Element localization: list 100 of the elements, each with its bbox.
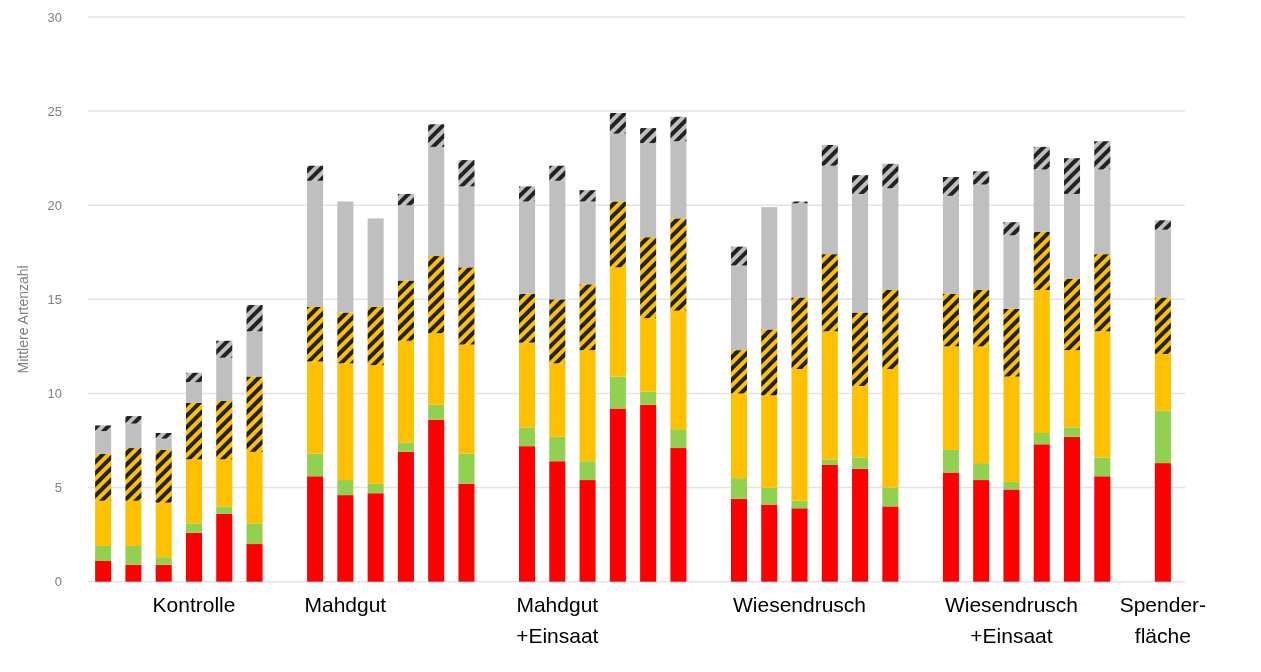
bar [730, 350, 747, 394]
bar [640, 318, 657, 392]
bar [155, 557, 172, 565]
bar [973, 480, 990, 582]
bar [397, 340, 414, 443]
bar [216, 506, 233, 514]
bar [1003, 376, 1020, 482]
bar [1154, 297, 1171, 354]
bar [609, 376, 626, 409]
bar [397, 193, 414, 206]
bar [821, 459, 838, 465]
bar [458, 344, 475, 454]
bar [307, 165, 324, 181]
bar [95, 545, 112, 561]
bar [1064, 350, 1081, 428]
bar [95, 500, 112, 546]
bar [1033, 444, 1050, 582]
bar [1094, 169, 1111, 255]
bar [852, 312, 869, 386]
bar [730, 246, 747, 266]
bar [1064, 436, 1081, 582]
x-tick-label: Spender- fläche [1119, 593, 1207, 647]
bar [216, 340, 233, 358]
bar [185, 382, 202, 403]
bar [640, 391, 657, 405]
bar [337, 480, 354, 496]
bar [549, 363, 566, 437]
bar [125, 500, 142, 546]
bar [670, 218, 687, 311]
bar [852, 193, 869, 313]
bar [852, 175, 869, 194]
bar [1094, 141, 1111, 170]
bar [185, 459, 202, 524]
bar [1033, 146, 1050, 170]
bar [761, 329, 778, 396]
bar [155, 564, 172, 582]
bar [670, 141, 687, 219]
bar [821, 165, 838, 255]
bar [155, 502, 172, 558]
bar [852, 457, 869, 469]
bar [579, 461, 596, 481]
bar [125, 564, 142, 582]
bar [1094, 457, 1111, 477]
bar [882, 188, 899, 290]
bar [397, 442, 414, 452]
bar [761, 207, 778, 330]
bar [579, 190, 596, 202]
bar [1154, 410, 1171, 464]
x-tick-label: Kontrolle [152, 593, 236, 616]
bar [670, 429, 687, 449]
bar [95, 453, 112, 501]
bar [942, 346, 959, 450]
bar [155, 433, 172, 439]
bar [519, 186, 536, 202]
bar [1003, 489, 1020, 582]
bar [973, 171, 990, 185]
bar [1033, 231, 1050, 290]
bar [549, 299, 566, 364]
bar [246, 305, 263, 332]
bar [185, 532, 202, 582]
bar [1064, 193, 1081, 279]
bar [549, 180, 566, 300]
bar [549, 436, 566, 462]
y-axis-title: Mittlere Artenzahl [15, 265, 31, 374]
bar [609, 201, 626, 268]
bar [609, 408, 626, 582]
bar [458, 160, 475, 187]
bar [1094, 331, 1111, 458]
bar [579, 201, 596, 285]
bar [216, 459, 233, 507]
bar [821, 465, 838, 582]
bar [337, 495, 354, 582]
bar [185, 523, 202, 533]
bar [730, 265, 747, 351]
bar [397, 451, 414, 582]
bar [155, 438, 172, 450]
bar [337, 363, 354, 481]
bar [942, 472, 959, 582]
bar [942, 195, 959, 294]
bar [579, 284, 596, 351]
bar [428, 419, 445, 582]
bar [609, 113, 626, 134]
bar [458, 483, 475, 582]
bar [367, 483, 384, 494]
bar [670, 116, 687, 142]
bar [185, 372, 202, 383]
bar [1033, 433, 1050, 445]
bar [95, 425, 112, 432]
bar [1003, 235, 1020, 309]
bar [307, 180, 324, 307]
bar [973, 289, 990, 347]
bar [1154, 220, 1171, 230]
bar [216, 401, 233, 460]
bar [549, 165, 566, 181]
bar [246, 376, 263, 452]
bar [1003, 308, 1020, 377]
bar [670, 310, 687, 430]
bar [367, 365, 384, 484]
bar [791, 297, 808, 369]
bar [307, 476, 324, 582]
